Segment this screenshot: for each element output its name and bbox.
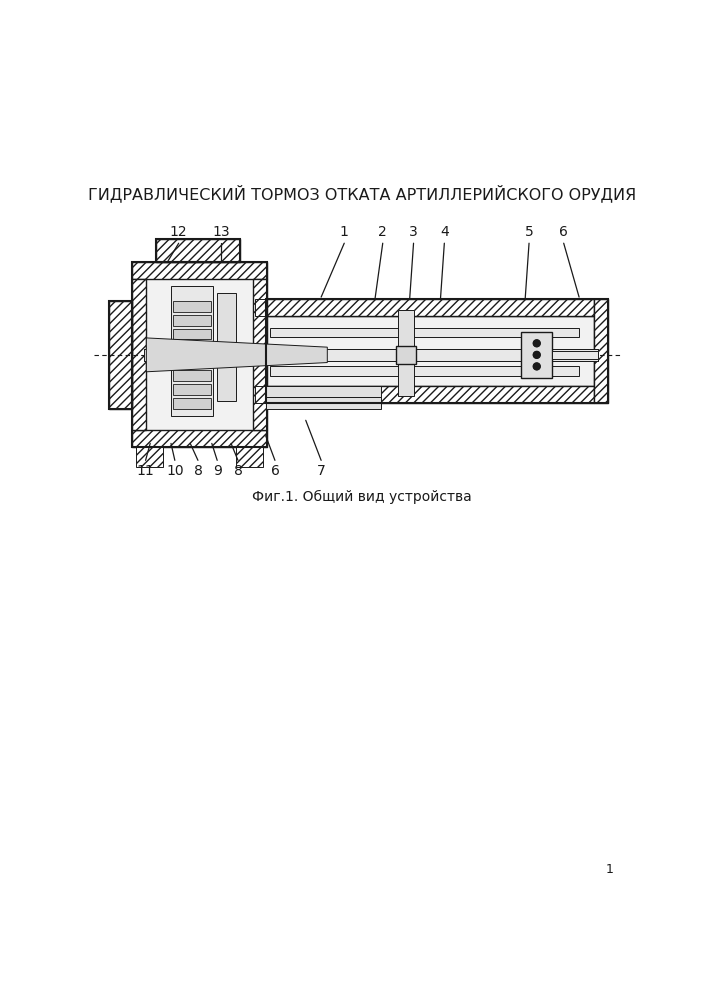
Text: ГИДРАВЛИЧЕСКИЙ ТОРМОЗ ОТКАТА АРТИЛЛЕРИЙСКОГО ОРУДИЯ: ГИДРАВЛИЧЕСКИЙ ТОРМОЗ ОТКАТА АРТИЛЛЕРИЙС… <box>88 184 636 202</box>
Text: 11: 11 <box>136 464 154 478</box>
Bar <box>110 301 132 409</box>
Bar <box>173 384 211 395</box>
Bar <box>266 386 595 403</box>
Bar <box>266 299 608 403</box>
Polygon shape <box>146 338 327 372</box>
Bar <box>173 315 211 326</box>
Bar <box>253 279 267 430</box>
Text: Фиг.1. Общий вид устройства: Фиг.1. Общий вид устройства <box>252 490 472 504</box>
Text: 4: 4 <box>440 225 449 239</box>
Bar <box>255 299 266 316</box>
Bar <box>266 299 595 316</box>
Text: 13: 13 <box>212 225 230 239</box>
Bar <box>132 430 267 447</box>
Bar <box>156 239 240 262</box>
Text: 8: 8 <box>233 464 243 478</box>
Bar <box>144 349 598 361</box>
Bar <box>255 386 266 403</box>
Text: 6: 6 <box>271 464 279 478</box>
Text: 2: 2 <box>378 225 387 239</box>
Bar <box>266 316 595 386</box>
Bar <box>171 286 214 416</box>
Circle shape <box>533 339 541 347</box>
Bar <box>173 356 211 367</box>
Bar <box>132 262 267 447</box>
Text: 9: 9 <box>213 464 221 478</box>
Text: 6: 6 <box>559 225 568 239</box>
Text: 8: 8 <box>194 464 202 478</box>
Bar <box>269 366 579 376</box>
Bar <box>173 398 211 409</box>
Text: 1: 1 <box>606 863 614 876</box>
Text: 12: 12 <box>170 225 187 239</box>
Bar <box>110 301 132 409</box>
Text: 7: 7 <box>317 464 325 478</box>
Circle shape <box>533 363 541 370</box>
Bar <box>156 239 240 262</box>
Bar <box>136 447 163 466</box>
Bar <box>398 361 414 396</box>
Bar <box>173 301 211 312</box>
Bar <box>236 447 264 466</box>
Bar <box>146 279 253 430</box>
Bar <box>398 310 414 349</box>
Text: 10: 10 <box>166 464 184 478</box>
Text: 3: 3 <box>409 225 418 239</box>
Text: 5: 5 <box>525 225 533 239</box>
Bar <box>173 343 211 353</box>
Bar <box>217 293 236 401</box>
Bar <box>595 299 608 403</box>
Text: 1: 1 <box>340 225 349 239</box>
Bar <box>173 329 211 339</box>
Bar <box>521 332 552 378</box>
Bar <box>132 262 267 279</box>
Bar <box>173 370 211 381</box>
Bar <box>269 328 579 337</box>
Bar <box>132 279 146 430</box>
Circle shape <box>533 351 541 359</box>
Bar <box>266 397 381 409</box>
Bar <box>266 386 381 397</box>
Bar <box>552 351 598 359</box>
Bar <box>396 346 416 364</box>
